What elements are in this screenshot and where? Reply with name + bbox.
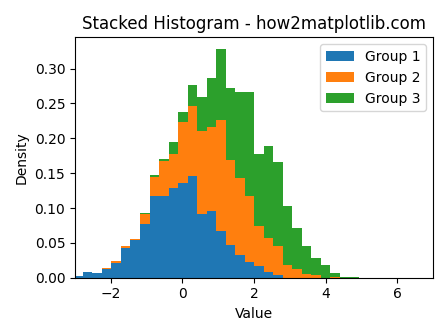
Bar	[178, 112, 188, 122]
Bar	[340, 277, 349, 278]
Bar	[216, 49, 226, 120]
Bar	[207, 79, 216, 127]
Bar	[168, 154, 178, 188]
Bar	[121, 248, 130, 278]
Bar	[283, 265, 292, 278]
Bar	[178, 183, 188, 278]
Bar	[235, 178, 245, 255]
Bar	[264, 238, 273, 271]
Bar	[273, 275, 283, 278]
Bar	[283, 206, 292, 265]
Bar	[178, 122, 188, 183]
Bar	[311, 275, 321, 278]
Bar	[102, 269, 112, 278]
Bar	[150, 197, 159, 278]
Bar	[197, 214, 207, 278]
Bar	[330, 277, 340, 278]
Bar	[245, 262, 254, 278]
Bar	[302, 246, 311, 274]
Bar	[92, 274, 102, 278]
Bar	[159, 159, 168, 161]
Bar	[121, 246, 130, 248]
Bar	[73, 276, 83, 278]
Y-axis label: Density: Density	[15, 131, 29, 184]
Bar	[140, 213, 150, 214]
Bar	[245, 197, 254, 262]
Bar	[197, 97, 207, 131]
Bar	[273, 246, 283, 275]
Bar	[254, 266, 264, 278]
Bar	[112, 261, 121, 263]
Bar	[226, 88, 235, 160]
Bar	[150, 175, 159, 177]
Bar	[302, 274, 311, 278]
Bar	[292, 269, 302, 278]
Bar	[207, 211, 216, 278]
Bar	[292, 228, 302, 269]
Legend: Group 1, Group 2, Group 3: Group 1, Group 2, Group 3	[320, 44, 426, 111]
Bar	[150, 177, 159, 197]
Bar	[254, 154, 264, 226]
Bar	[349, 277, 359, 278]
Bar	[226, 245, 235, 278]
Bar	[254, 226, 264, 266]
Bar	[311, 258, 321, 275]
Bar	[245, 92, 254, 197]
Bar	[168, 142, 178, 154]
Bar	[321, 265, 330, 278]
Bar	[188, 176, 197, 278]
Bar	[197, 131, 207, 214]
Bar	[159, 197, 168, 278]
Bar	[264, 146, 273, 238]
Bar	[207, 127, 216, 211]
Bar	[140, 214, 150, 223]
Bar	[216, 120, 226, 230]
Bar	[216, 230, 226, 278]
Bar	[159, 161, 168, 197]
Bar	[130, 239, 140, 240]
Bar	[273, 162, 283, 246]
Bar	[102, 268, 112, 269]
Bar	[140, 223, 150, 278]
Title: Stacked Histogram - how2matplotlib.com: Stacked Histogram - how2matplotlib.com	[82, 15, 426, 33]
Bar	[235, 92, 245, 178]
Bar	[112, 263, 121, 278]
X-axis label: Value: Value	[235, 307, 273, 321]
Bar	[188, 106, 197, 176]
Bar	[330, 274, 340, 277]
Bar	[264, 271, 273, 278]
Bar	[130, 240, 140, 278]
Bar	[235, 255, 245, 278]
Bar	[168, 188, 178, 278]
Bar	[188, 85, 197, 106]
Bar	[226, 160, 235, 245]
Bar	[83, 271, 92, 278]
